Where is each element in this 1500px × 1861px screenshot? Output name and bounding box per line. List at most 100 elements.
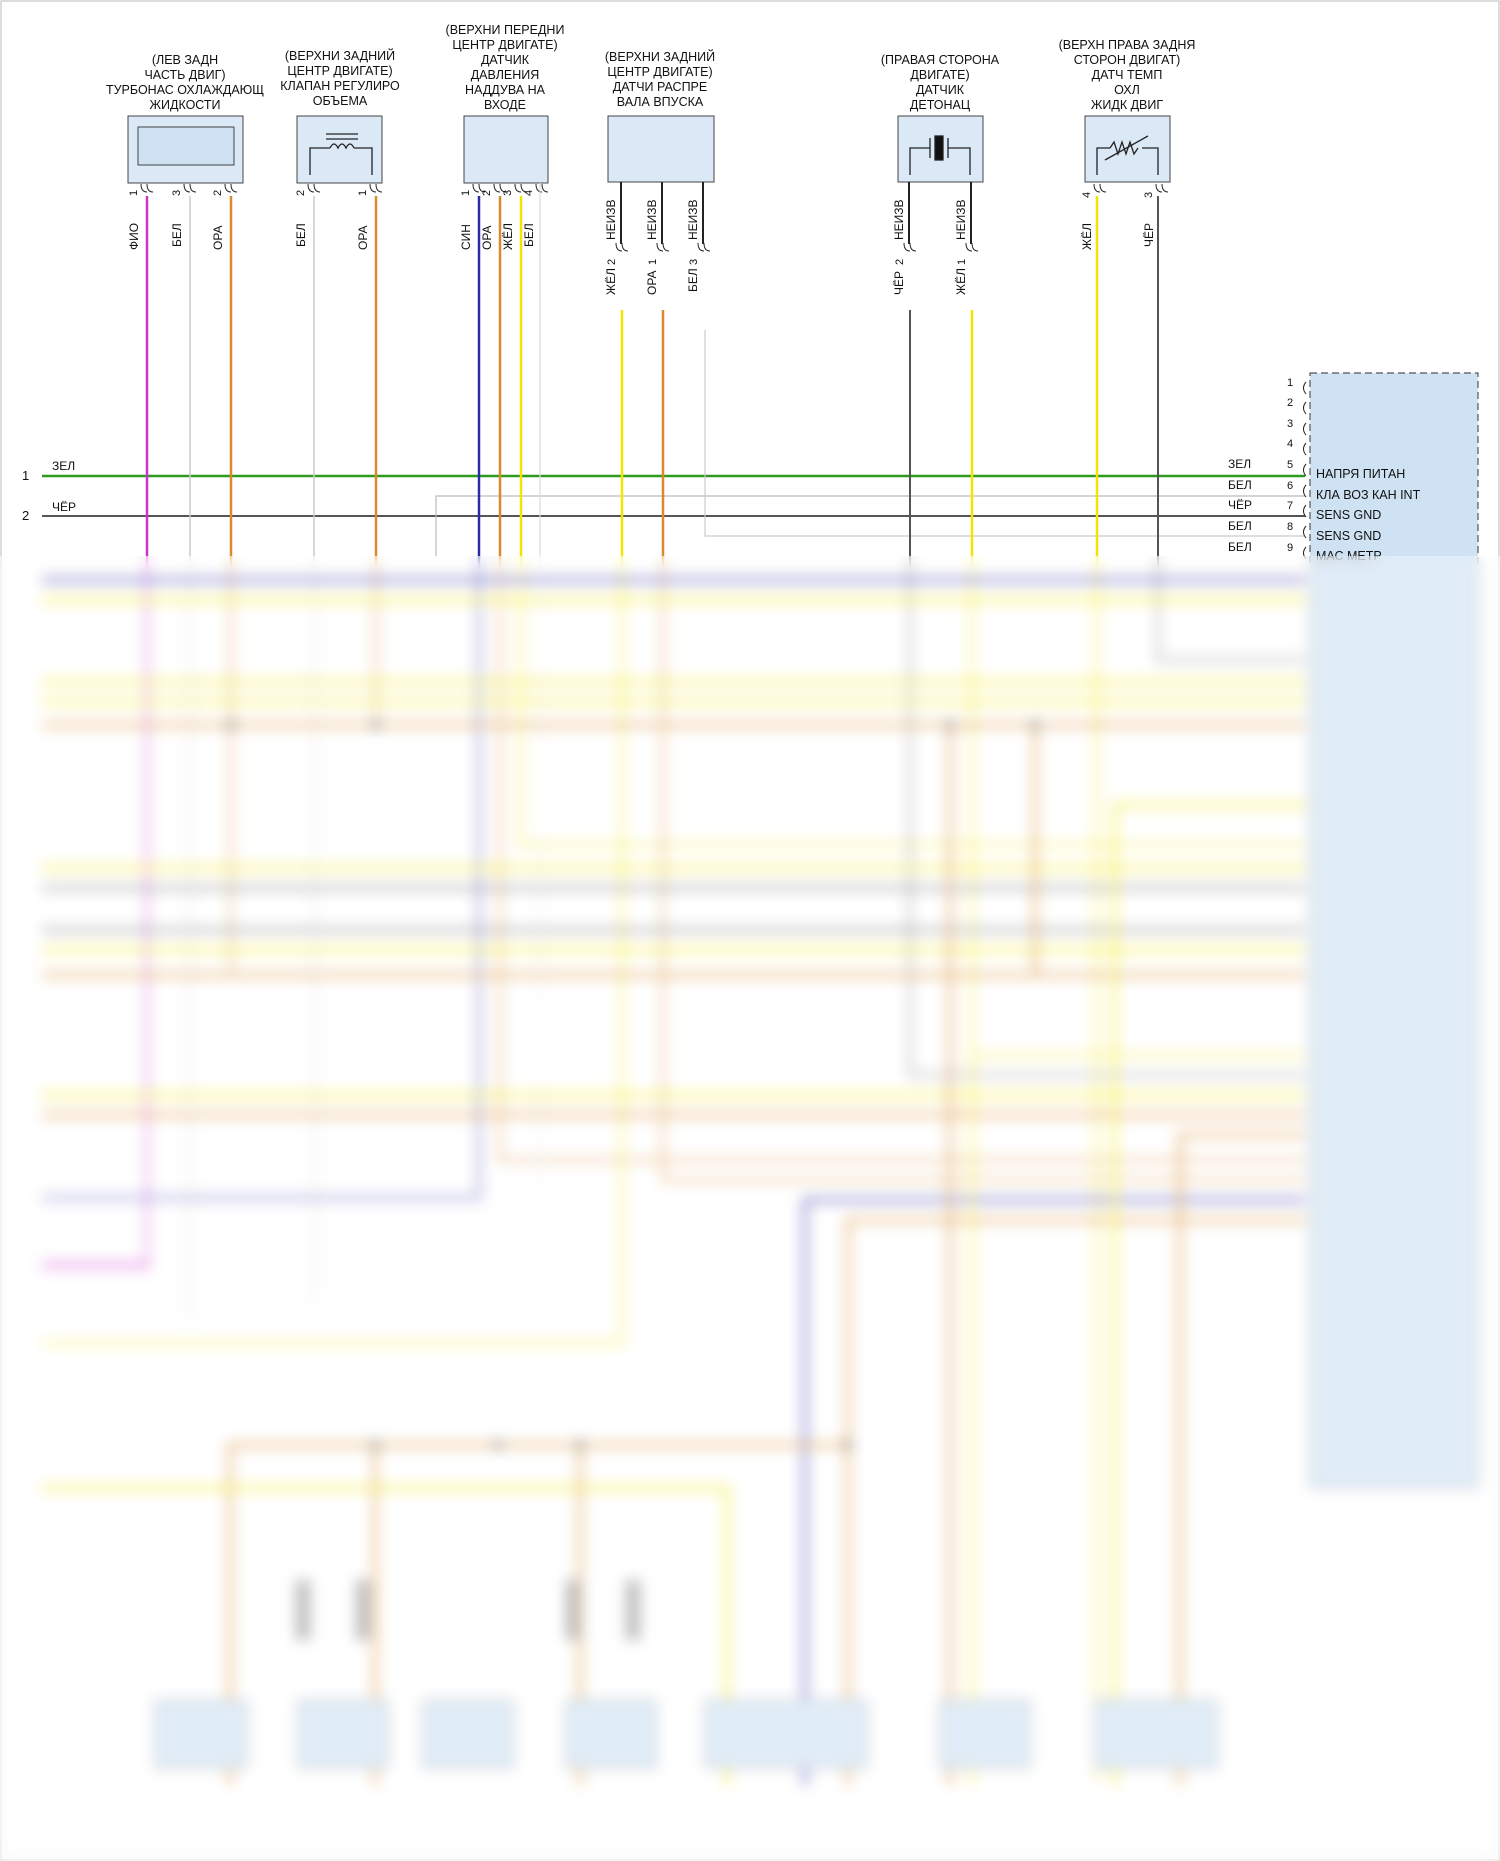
ecu-wire-8: БЕЛ [1228, 519, 1252, 533]
c4-box [607, 115, 715, 183]
c3-title-5: НАДДУВА НА [465, 83, 546, 97]
ecu-label-6: КЛА ВОЗ КАН INT [1316, 488, 1421, 502]
ecu-label-7: SENS GND [1316, 508, 1381, 522]
c4-title-3: ДАТЧИ РАСПРЕ [613, 80, 708, 94]
c4-conn-label-2: НЕИЗВ [645, 199, 659, 240]
c6-pin-4: 4 [1081, 192, 1093, 198]
wire-label-ora-c4: ОРА [645, 270, 659, 295]
c4-title-4: ВАЛА ВПУСКА [617, 95, 704, 109]
c5-title-3: ДАТЧИК [916, 83, 965, 97]
left-wire-2-num: 2 [22, 508, 29, 523]
wire-label-ora-c2: ОРА [356, 225, 370, 250]
ecu-pin-5: 5 [1287, 459, 1293, 471]
c6-pin-3: 3 [1143, 192, 1155, 198]
sensor-stubs [620, 182, 972, 244]
c1-display-icon [137, 126, 235, 166]
c2-title-1: (ВЕРХНИ ЗАДНИЙ [285, 48, 395, 63]
c5-conn-label-2: НЕИЗВ [954, 199, 968, 240]
c4-pin-3: 3 [688, 259, 700, 265]
c5-title-4: ДЕТОНАЦ [910, 98, 971, 112]
ecu-pin-3: 3 [1287, 418, 1293, 430]
c3-title-6: ВХОДЕ [484, 98, 526, 112]
c4-title-2: ЦЕНТР ДВИГАТЕ) [607, 65, 712, 79]
c3-pin-1: 1 [460, 190, 472, 196]
wire-8-white [704, 330, 1305, 537]
ecu-label-8: SENS GND [1316, 529, 1381, 543]
c3-pin-3: 3 [502, 190, 514, 196]
ecu-pin-6: 6 [1287, 480, 1293, 492]
c2-pin-2: 2 [295, 190, 307, 196]
c4-conn-label-3: НЕИЗВ [686, 199, 700, 240]
c6-title-2: СТОРОН ДВИГАТ) [1074, 53, 1181, 67]
ecu-pin-8: 8 [1287, 521, 1293, 533]
c2-title-2: ЦЕНТР ДВИГАТЕ) [287, 64, 392, 78]
c3-pin-2: 2 [481, 190, 493, 196]
component-titles: (ЛЕВ ЗАДН ЧАСТЬ ДВИГ) ТУРБОНАС ОХЛАЖДАЮЩ… [106, 23, 1195, 112]
c2-pin-1: 1 [357, 190, 369, 196]
c6-title-3: ДАТЧ ТЕМП [1092, 68, 1163, 82]
c3-title-3: ДАТЧИК [481, 53, 530, 67]
wire-color-labels: ФИО БЕЛ ОРА БЕЛ ОРА СИН ОРА ЖЁЛ БЕЛ ЖЁЛ … [127, 223, 1156, 295]
c6-title-4: ОХЛ [1114, 83, 1140, 97]
wire-label-fio: ФИО [127, 223, 141, 250]
knock-sensor-icon [909, 135, 971, 175]
c5-title-2: ДВИГАТЕ) [910, 68, 969, 82]
c5-pin-1: 1 [956, 259, 968, 265]
ecu-wire-9: БЕЛ [1228, 540, 1252, 554]
c1-pin-3: 3 [171, 190, 183, 196]
solenoid-icon [309, 133, 373, 175]
c4-conn-label-1: НЕИЗВ [604, 199, 618, 240]
ecu-hooks [1303, 381, 1307, 560]
c3-title-1: (ВЕРХНИ ПЕРЕДНИ [446, 23, 565, 37]
ecu-pin-9: 9 [1287, 542, 1293, 554]
wire-label-cher-c6: ЧЁР [1142, 223, 1156, 247]
c3-pin-4: 4 [523, 190, 535, 196]
c3-title-2: ЦЕНТР ДВИГАТЕ) [452, 38, 557, 52]
wire-label-ora-c3: ОРА [480, 225, 494, 250]
c4-title-1: (ВЕРХНИ ЗАДНИЙ [605, 49, 715, 64]
c1-pin-1: 1 [128, 190, 140, 196]
ecu-wire-5: ЗЕЛ [1228, 457, 1251, 471]
left-wire-1-num: 1 [22, 468, 29, 483]
c5-title-1: (ПРАВАЯ СТОРОНА [881, 53, 1000, 67]
ecu-label-5: НАПРЯ ПИТАН [1316, 467, 1405, 481]
c3-box [463, 115, 549, 184]
left-wire-labels: 1 ЗЕЛ 2 ЧЁР [22, 459, 76, 523]
c6-title-1: (ВЕРХН ПРАВА ЗАДНЯ [1059, 38, 1196, 52]
ecu-wire-7: ЧЁР [1228, 498, 1252, 512]
pin-labels: 1 3 2 2 1 1 2 3 4 4 3 [128, 190, 1155, 198]
c3-title-4: ДАВЛЕНИЯ [471, 68, 540, 82]
c1-title-3: ТУРБОНАС ОХЛАЖДАЮЩ [106, 83, 264, 97]
c2-title-3: КЛАПАН РЕГУЛИРО [280, 79, 400, 93]
c1-pin-2: 2 [212, 190, 224, 196]
wire-label-bel-c1: БЕЛ [170, 223, 184, 247]
c1-title-2: ЧАСТЬ ДВИГ) [144, 68, 225, 82]
ecu-wire-6: БЕЛ [1228, 478, 1252, 492]
c2-box [296, 115, 383, 184]
wire-label-bel-c4: БЕЛ [686, 268, 700, 292]
c5-pin-2: 2 [894, 259, 906, 265]
c1-title-4: ЖИДКОСТИ [149, 98, 220, 112]
wire-label-cher-c5: ЧЁР [892, 271, 906, 295]
sensor-conn-labels: НЕИЗВ НЕИЗВ НЕИЗВ НЕИЗВ НЕИЗВ 2 1 3 2 1 [604, 199, 968, 265]
wire-label-zhel-c5: ЖЁЛ [954, 268, 968, 295]
wire-label-sin-c3: СИН [459, 224, 473, 250]
left-wire-2-color: ЧЁР [52, 500, 76, 514]
wire-label-bel-c2: БЕЛ [294, 223, 308, 247]
left-wire-1-color: ЗЕЛ [52, 459, 75, 473]
ecu-pin-2: 2 [1287, 397, 1293, 409]
c2-title-4: ОБЪЕМА [313, 94, 368, 108]
wire-6-white [435, 495, 1305, 556]
component-boxes [127, 115, 1171, 184]
c5-conn-label-1: НЕИЗВ [892, 199, 906, 240]
ecu-pin-7: 7 [1287, 500, 1293, 512]
c4-pin-1: 1 [647, 259, 659, 265]
connector-hooks [140, 183, 1169, 252]
c6-title-5: ЖИДК ДВИГ [1091, 98, 1164, 112]
ecu-pin-4: 4 [1287, 438, 1293, 450]
thermistor-icon [1096, 135, 1159, 175]
wire-label-zhel-c6: ЖЁЛ [1080, 223, 1094, 250]
blurred-region [0, 556, 1500, 1861]
ecu-pin-1: 1 [1287, 377, 1293, 389]
wire-label-bel-c3: БЕЛ [522, 223, 536, 247]
